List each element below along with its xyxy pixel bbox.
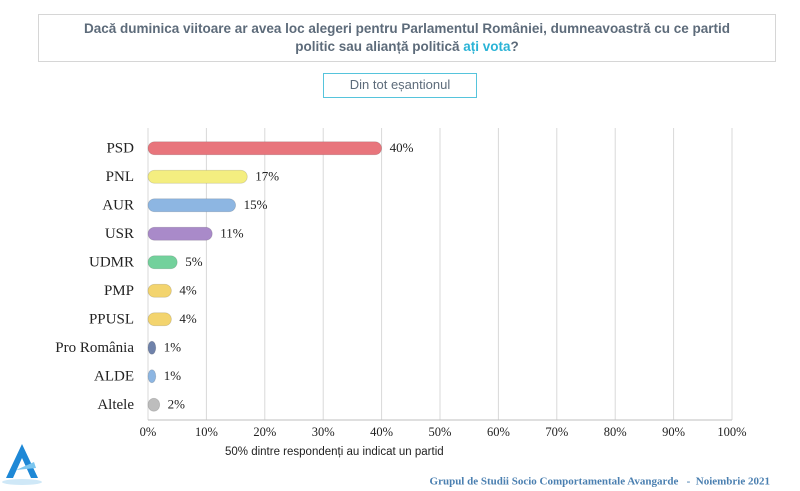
x-tick-label: 10% bbox=[195, 425, 218, 439]
bar bbox=[147, 169, 248, 184]
category-label: PSD bbox=[106, 141, 134, 157]
bar bbox=[147, 397, 161, 412]
category-label: PMP bbox=[104, 283, 134, 299]
logo bbox=[2, 444, 42, 485]
category-label: PPUSL bbox=[89, 312, 134, 328]
x-tick-label: 70% bbox=[545, 425, 568, 439]
x-tick-label: 100% bbox=[717, 425, 746, 439]
value-label: 1% bbox=[164, 368, 182, 383]
bar bbox=[147, 226, 213, 241]
x-tick-label: 60% bbox=[487, 425, 510, 439]
category-label: PNL bbox=[106, 169, 134, 185]
bar bbox=[147, 369, 157, 384]
x-tick-label: 80% bbox=[604, 425, 627, 439]
chart-title: Dacă duminica viitoare ar avea loc alege… bbox=[84, 21, 730, 54]
value-label: 1% bbox=[164, 340, 182, 355]
value-label: 40% bbox=[390, 140, 414, 155]
value-label: 2% bbox=[168, 397, 186, 412]
value-label: 17% bbox=[255, 169, 279, 184]
title-end: ? bbox=[510, 39, 519, 54]
x-tick-label: 30% bbox=[312, 425, 335, 439]
category-label: USR bbox=[105, 226, 134, 242]
category-label: Pro România bbox=[55, 340, 134, 356]
x-tick-label: 50% bbox=[429, 425, 452, 439]
bar bbox=[147, 255, 178, 270]
x-tick-label: 20% bbox=[253, 425, 276, 439]
x-tick-label: 90% bbox=[662, 425, 685, 439]
value-label: 11% bbox=[220, 226, 244, 241]
title-box: Dacă duminica viitoare ar avea loc alege… bbox=[38, 14, 776, 62]
category-label: UDMR bbox=[89, 255, 134, 271]
bar bbox=[147, 340, 157, 355]
bar bbox=[147, 283, 172, 298]
x-tick-label: 40% bbox=[370, 425, 393, 439]
bar bbox=[147, 198, 236, 213]
bar bbox=[147, 312, 172, 327]
x-tick-label: 0% bbox=[140, 425, 157, 439]
category-label: ALDE bbox=[94, 369, 134, 385]
title-emphasis: ați vota bbox=[463, 39, 511, 54]
bar bbox=[147, 141, 383, 156]
value-label: 4% bbox=[179, 311, 197, 326]
value-label: 4% bbox=[179, 283, 197, 298]
footer: Grupul de Studii Socio Comportamentale A… bbox=[430, 476, 770, 488]
note: 50% dintre respondenți au indicat un par… bbox=[225, 446, 444, 458]
category-label: Altele bbox=[97, 397, 134, 413]
category-label: AUR bbox=[102, 198, 134, 214]
value-label: 15% bbox=[244, 197, 268, 212]
subtitle: Din tot eșantionul bbox=[323, 73, 477, 98]
value-label: 5% bbox=[185, 254, 203, 269]
